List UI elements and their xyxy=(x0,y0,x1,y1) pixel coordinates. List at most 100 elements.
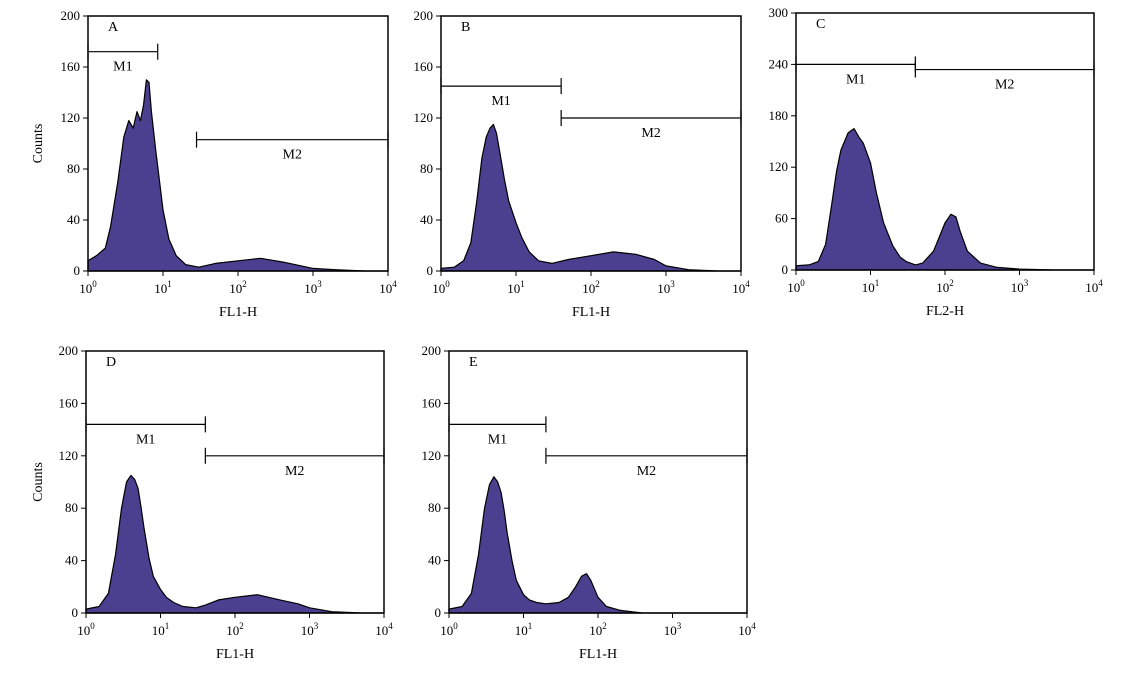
panel-letter: C xyxy=(816,17,825,32)
gate-label: M2 xyxy=(283,148,302,163)
x-tick-base: 10 xyxy=(77,623,90,638)
x-tick-label: 100 xyxy=(440,621,458,638)
x-tick-exponent: 3 xyxy=(314,621,319,631)
x-tick-label: 101 xyxy=(152,621,170,638)
x-tick-exponent: 4 xyxy=(1098,278,1103,288)
y-tick-label: 40 xyxy=(420,212,433,227)
x-tick-base: 10 xyxy=(515,623,528,638)
x-tick-label: 101 xyxy=(862,278,880,295)
y-tick-label: 80 xyxy=(67,161,80,176)
x-tick-exponent: 4 xyxy=(392,279,397,289)
y-tick-label: 160 xyxy=(422,395,442,410)
y-tick-label: 200 xyxy=(414,8,434,23)
y-tick-label: 80 xyxy=(428,500,441,515)
x-tick-label: 103 xyxy=(301,621,319,638)
panel-letter: B xyxy=(461,20,470,35)
y-tick-label: 160 xyxy=(414,59,434,74)
x-tick-exponent: 1 xyxy=(528,621,533,631)
x-axis-title: FL1-H xyxy=(579,647,617,662)
y-tick-label: 80 xyxy=(65,500,78,515)
x-tick-label: 103 xyxy=(304,279,322,296)
x-tick-label: 102 xyxy=(589,621,607,638)
x-tick-label: 100 xyxy=(79,279,97,296)
x-tick-base: 10 xyxy=(862,280,875,295)
x-tick-base: 10 xyxy=(732,281,745,296)
x-tick-base: 10 xyxy=(787,280,800,295)
x-tick-exponent: 2 xyxy=(949,278,954,288)
gate-label: M1 xyxy=(113,60,132,75)
x-tick-label: 102 xyxy=(229,279,247,296)
gate-label: M1 xyxy=(491,94,510,109)
histogram-area xyxy=(448,476,748,614)
x-tick-exponent: 1 xyxy=(520,279,525,289)
panel-letter: E xyxy=(469,355,478,370)
gate-label: M2 xyxy=(285,464,304,479)
x-tick-label: 104 xyxy=(738,621,756,638)
y-tick-label: 0 xyxy=(435,605,442,620)
y-tick-label: 40 xyxy=(65,553,78,568)
x-tick-label: 102 xyxy=(226,621,244,638)
x-tick-exponent: 0 xyxy=(92,279,97,289)
x-tick-base: 10 xyxy=(582,281,595,296)
gate-label: M1 xyxy=(136,432,155,447)
x-tick-label: 104 xyxy=(732,279,750,296)
x-tick-label: 104 xyxy=(1085,278,1103,295)
y-tick-label: 0 xyxy=(782,262,789,277)
x-tick-base: 10 xyxy=(738,623,751,638)
y-axis-title: Counts xyxy=(31,462,46,502)
x-tick-exponent: 2 xyxy=(242,279,247,289)
x-tick-label: 104 xyxy=(375,621,393,638)
gate-label: M2 xyxy=(641,126,660,141)
y-tick-label: 200 xyxy=(61,8,81,23)
y-tick-label: 120 xyxy=(61,110,81,125)
x-tick-label: 102 xyxy=(936,278,954,295)
x-tick-base: 10 xyxy=(657,281,670,296)
x-axis-title: FL1-H xyxy=(572,305,610,320)
x-tick-base: 10 xyxy=(152,623,165,638)
y-tick-label: 40 xyxy=(67,212,80,227)
y-tick-label: 60 xyxy=(775,211,788,226)
x-tick-exponent: 4 xyxy=(751,621,756,631)
x-tick-base: 10 xyxy=(507,281,520,296)
y-axis-title: Counts xyxy=(31,124,46,164)
x-tick-exponent: 3 xyxy=(317,279,322,289)
y-tick-label: 300 xyxy=(769,5,789,20)
x-tick-exponent: 3 xyxy=(670,279,675,289)
x-tick-base: 10 xyxy=(79,281,92,296)
x-axis-title: FL1-H xyxy=(219,305,257,320)
x-tick-base: 10 xyxy=(664,623,677,638)
x-tick-exponent: 0 xyxy=(453,621,458,631)
x-tick-exponent: 4 xyxy=(388,621,393,631)
y-tick-label: 240 xyxy=(769,56,789,71)
x-tick-label: 102 xyxy=(582,279,600,296)
x-tick-exponent: 1 xyxy=(165,621,170,631)
histogram-area xyxy=(440,123,742,272)
x-tick-base: 10 xyxy=(1011,280,1024,295)
x-tick-label: 101 xyxy=(154,279,172,296)
y-tick-label: 200 xyxy=(59,343,79,358)
panel-letter: D xyxy=(106,355,116,370)
x-tick-label: 100 xyxy=(787,278,805,295)
y-tick-label: 0 xyxy=(74,263,81,278)
panel-letter: A xyxy=(108,20,119,35)
x-tick-exponent: 2 xyxy=(239,621,244,631)
y-tick-label: 160 xyxy=(59,395,79,410)
y-tick-label: 40 xyxy=(428,553,441,568)
histogram-area xyxy=(795,128,1095,271)
x-tick-label: 104 xyxy=(379,279,397,296)
x-tick-label: 103 xyxy=(1011,278,1029,295)
x-tick-base: 10 xyxy=(936,280,949,295)
histogram-area xyxy=(87,79,389,272)
histogram-area xyxy=(85,474,385,614)
x-tick-exponent: 3 xyxy=(677,621,682,631)
x-tick-label: 103 xyxy=(657,279,675,296)
x-tick-base: 10 xyxy=(1085,280,1098,295)
x-tick-base: 10 xyxy=(589,623,602,638)
x-tick-base: 10 xyxy=(375,623,388,638)
x-tick-exponent: 0 xyxy=(90,621,95,631)
x-tick-label: 101 xyxy=(515,621,533,638)
